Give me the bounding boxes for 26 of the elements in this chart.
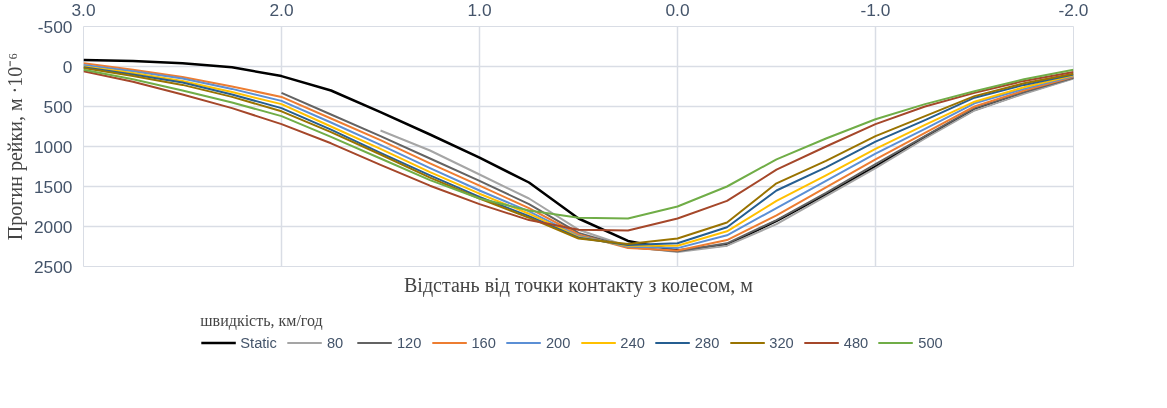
x-tick-label: 3.0 <box>71 0 96 20</box>
legend-label: 480 <box>843 334 869 351</box>
legend-label: 120 <box>396 334 422 351</box>
x-tick-label: 2.0 <box>269 0 294 20</box>
legend-label: 80 <box>326 334 345 351</box>
legend-label: 320 <box>769 334 794 351</box>
y-axis-title: Прогин рейки, м ·10⁻⁶ <box>3 52 27 241</box>
legend-label: 160 <box>471 334 496 351</box>
y-tick-label: 2000 <box>33 216 73 237</box>
y-tick-label: -500 <box>37 16 73 37</box>
y-tick-label: 0 <box>62 56 73 77</box>
x-tick-label: -1.0 <box>860 0 891 20</box>
legend-label: 200 <box>545 334 571 351</box>
legend-label: Static <box>240 334 277 351</box>
y-tick-label: 500 <box>43 96 73 117</box>
y-tick-label: 1000 <box>33 136 73 157</box>
legend-label: 280 <box>694 334 720 351</box>
x-tick-label: 0.0 <box>665 0 690 20</box>
legend-title: швидкість, км/год <box>200 311 324 330</box>
x-tick-label: 1.0 <box>467 0 492 20</box>
x-tick-label: -2.0 <box>1058 0 1089 20</box>
y-tick-label: 2500 <box>33 256 73 277</box>
legend-label: 500 <box>918 334 943 351</box>
legend-label: 240 <box>620 334 645 351</box>
y-tick-label: 1500 <box>33 176 73 197</box>
x-axis-title: Відстань від точки контакту з колесом, м <box>404 273 754 297</box>
